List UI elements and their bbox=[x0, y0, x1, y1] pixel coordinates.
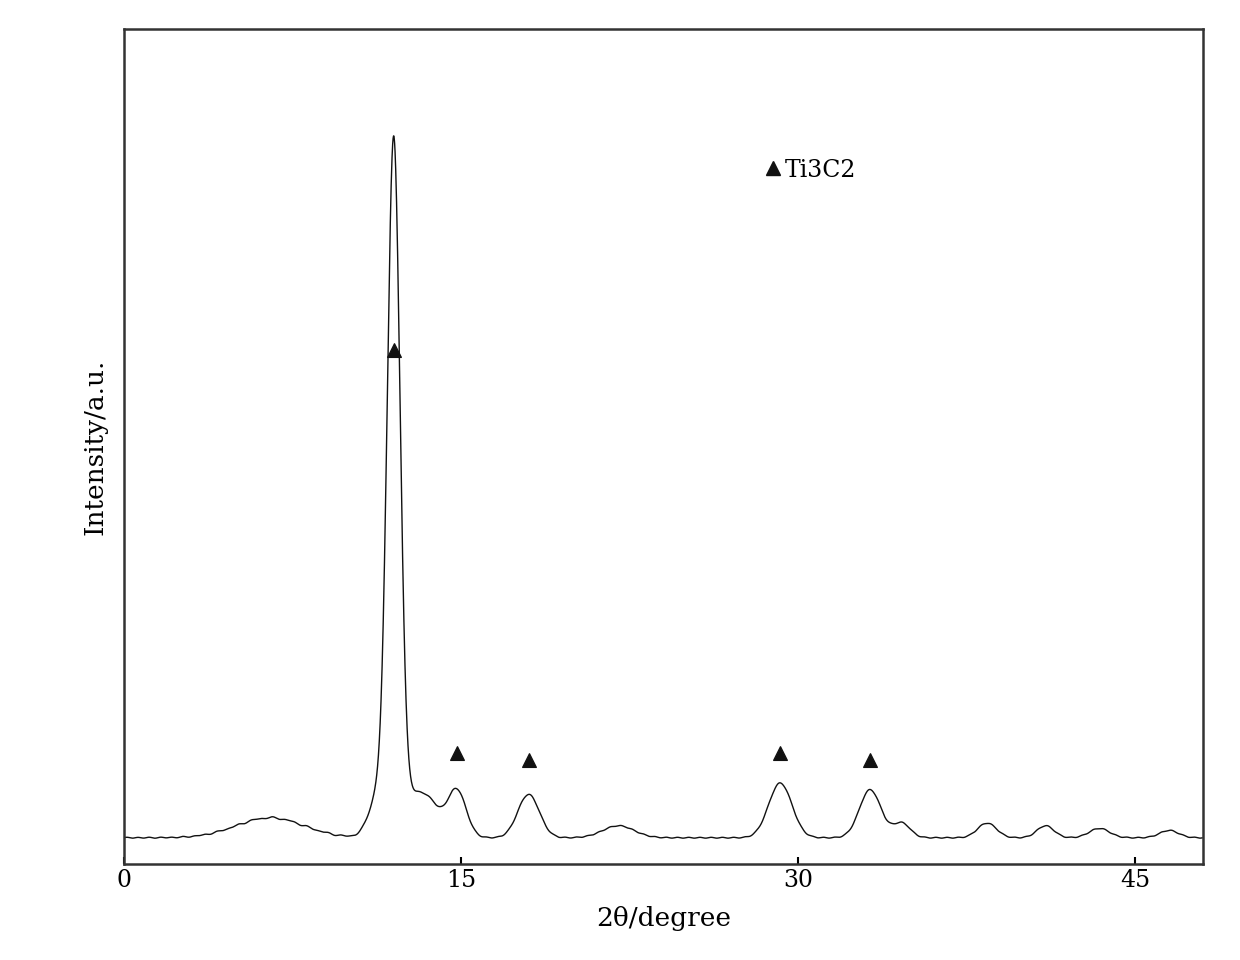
Legend: Ti3C2: Ti3C2 bbox=[756, 149, 866, 191]
X-axis label: 2θ/degree: 2θ/degree bbox=[596, 905, 730, 931]
Y-axis label: Intensity/a.u.: Intensity/a.u. bbox=[82, 358, 108, 535]
